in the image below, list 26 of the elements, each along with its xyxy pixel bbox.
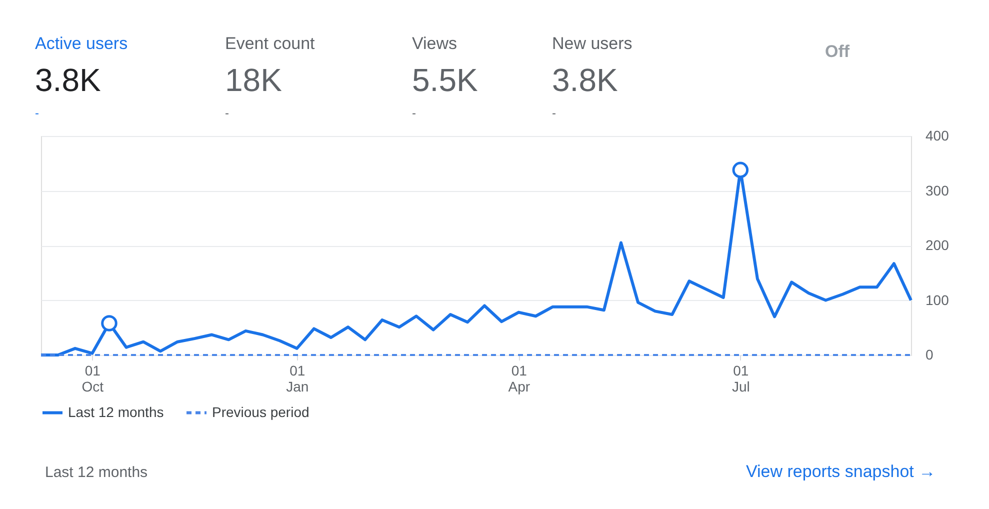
x-tick-label: 01 Oct xyxy=(82,362,104,394)
text: Last 12 months xyxy=(45,464,148,481)
text: - xyxy=(225,106,229,120)
y-tick-label: 0 xyxy=(926,346,934,362)
text: 3.8K xyxy=(552,62,618,98)
text: New users xyxy=(552,34,632,53)
y-tick-label: 100 xyxy=(926,292,950,308)
text: 3.8K xyxy=(35,62,101,98)
text: - xyxy=(35,106,39,120)
text: Off xyxy=(825,42,850,61)
legend-label: Last 12 months xyxy=(68,404,164,420)
x-tick-label: 01 Apr xyxy=(508,362,530,394)
text: - xyxy=(552,106,556,120)
x-tick-label: 01 Jan xyxy=(286,362,309,394)
legend-label: Previous period xyxy=(212,404,310,420)
text: 18K xyxy=(225,62,282,98)
text: Active users xyxy=(35,34,128,53)
text: - xyxy=(412,106,416,120)
x-tick-label: 01 Jul xyxy=(732,362,750,394)
text: Views xyxy=(412,34,458,53)
y-tick-label: 300 xyxy=(926,182,950,198)
y-tick-label: 400 xyxy=(926,128,950,144)
text: Event count xyxy=(225,34,316,53)
text: 5.5K xyxy=(412,62,478,98)
text: View reports snapshot → xyxy=(746,462,936,481)
y-tick-label: 200 xyxy=(926,237,950,253)
